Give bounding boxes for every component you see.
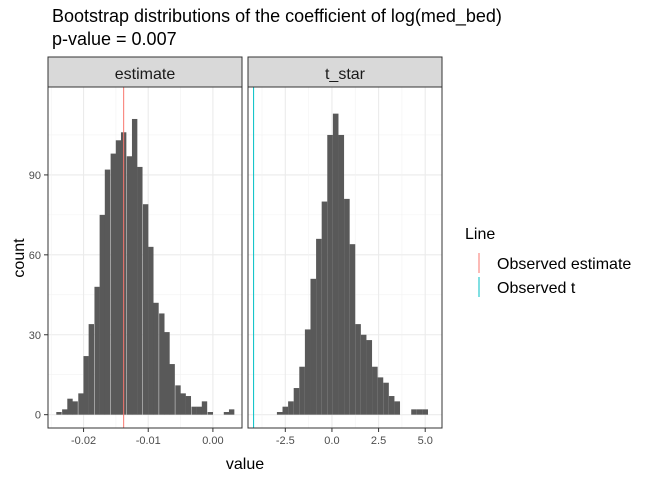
chart-title: Bootstrap distributions of the coefficie…	[52, 6, 502, 26]
x-tick-label: -0.02	[71, 435, 96, 447]
strip-label-estimate: estimate	[115, 66, 176, 83]
panel-t-star: t_star -2.5 0.0 2.5 5.0	[247, 56, 443, 447]
chart-subtitle: p-value = 0.007	[52, 29, 177, 49]
legend-title: Line	[465, 226, 495, 243]
histogram-bar	[201, 401, 208, 415]
histogram-bar	[169, 364, 175, 415]
histogram-bar	[372, 366, 378, 415]
histogram-bar	[293, 388, 300, 415]
x-tick-label: 0.00	[202, 435, 223, 447]
histogram-bar	[56, 412, 62, 415]
histogram-bar	[83, 356, 89, 415]
histogram-bar	[196, 406, 203, 415]
histogram-bar	[67, 398, 73, 415]
histogram-bar	[416, 409, 423, 415]
histogram-bar	[175, 385, 181, 415]
histogram-bar	[377, 377, 384, 415]
legend-label: Observed t	[497, 280, 576, 297]
histogram-bar	[153, 302, 159, 415]
histogram-bar	[299, 366, 305, 415]
histogram-bar	[137, 166, 143, 415]
histogram-bar	[344, 198, 350, 415]
histogram-bar	[422, 409, 429, 415]
histogram-bar	[72, 401, 78, 415]
histogram-bar	[321, 201, 328, 415]
histogram-bar	[185, 396, 192, 415]
histogram-bar	[388, 396, 395, 415]
x-tick-label: -2.5	[276, 435, 295, 447]
histogram-bar	[142, 204, 149, 415]
histogram-bar	[383, 382, 389, 415]
panel-border-estimate	[47, 86, 243, 429]
histogram-bar	[148, 246, 154, 415]
x-tick-label: 2.5	[371, 435, 386, 447]
x-axis-estimate: -0.02 -0.01 0.00	[71, 428, 224, 447]
y-tick-label: 30	[29, 330, 41, 342]
panel-estimate: estimate -0.02 -0.01 0.00	[47, 56, 243, 447]
histogram-bar	[164, 332, 170, 415]
histogram-bar	[360, 334, 367, 415]
x-axis-title: value	[226, 456, 264, 473]
histogram-bar	[276, 412, 283, 415]
histogram-bar	[191, 406, 197, 415]
histogram-t-star	[276, 113, 429, 415]
histogram-bar	[304, 329, 311, 415]
y-axis: 0 30 60 90	[29, 170, 48, 422]
histogram-bar	[110, 153, 117, 415]
histogram-bar	[282, 406, 289, 415]
histogram-bar	[411, 409, 417, 415]
histogram-bar	[327, 134, 333, 415]
x-axis-t-star: -2.5 0.0 2.5 5.0	[276, 428, 433, 447]
histogram-bar	[115, 140, 122, 415]
histogram-bar	[126, 156, 133, 415]
histogram-bar	[288, 401, 294, 415]
histogram-bar	[88, 324, 95, 415]
x-tick-label: -0.01	[136, 435, 161, 447]
histogram-bar	[180, 393, 186, 415]
strip-label-t-star: t_star	[325, 66, 366, 83]
histogram-bar	[349, 244, 356, 415]
x-tick-label: 0.0	[324, 435, 339, 447]
x-tick-label: 5.0	[418, 435, 433, 447]
y-tick-label: 60	[29, 250, 41, 262]
histogram-bar	[355, 324, 361, 415]
y-axis-title: count	[11, 238, 28, 278]
histogram-bar	[159, 313, 165, 415]
histogram-bar	[94, 286, 100, 415]
strip-background-estimate	[47, 56, 243, 88]
histogram-bar	[99, 214, 106, 415]
panel-border-t-star	[247, 86, 443, 429]
histogram-bar	[62, 409, 68, 415]
legend-label: Observed estimate	[497, 256, 631, 273]
histogram-bar	[131, 118, 138, 415]
y-tick-label: 0	[35, 410, 41, 422]
histogram-bar	[332, 113, 339, 415]
histogram-bar	[78, 393, 84, 415]
histogram-bar	[223, 412, 230, 415]
histogram-bar	[104, 169, 111, 415]
histogram-bar	[228, 409, 235, 415]
histogram-bar	[338, 134, 345, 415]
histogram-bar	[366, 340, 373, 415]
histogram-bar	[310, 278, 317, 415]
legend: Line Observed estimate Observed t	[465, 226, 631, 297]
y-tick-label: 90	[29, 170, 41, 182]
histogram-bar	[394, 401, 401, 415]
histogram-bar	[316, 238, 322, 415]
histogram-bar	[207, 412, 214, 415]
